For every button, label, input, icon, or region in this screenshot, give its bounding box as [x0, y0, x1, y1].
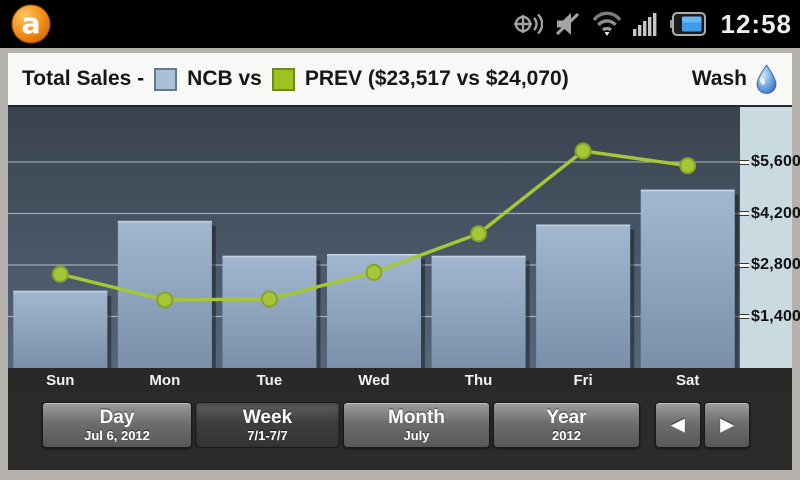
chart-plot: [8, 107, 740, 368]
right-arrow-icon: ▶: [720, 415, 734, 434]
battery-icon: [669, 12, 706, 36]
year-button-label: Year: [546, 407, 587, 428]
previous-period-button[interactable]: ◀: [655, 402, 701, 448]
y-tick-mark: [740, 262, 749, 268]
period-toolbar: Day Jul 6, 2012 Week 7/1-7/7 Month July …: [8, 395, 792, 470]
y-tick-mark: [740, 159, 749, 165]
service-label: Wash: [691, 67, 747, 90]
page-title: Total Sales -: [22, 67, 145, 90]
y-axis: $1,400 $2,800 $4,200 $5,600: [740, 107, 800, 368]
svg-text:a: a: [21, 7, 40, 41]
app-frame: Total Sales - NCB vs PREV ($23,517 vs $2…: [0, 48, 800, 480]
year-button-sublabel: 2012: [552, 428, 581, 443]
left-arrow-icon: ◀: [671, 415, 685, 434]
y-tick-mark: [740, 314, 749, 319]
month-button-label: Month: [388, 407, 445, 428]
legend-label-prev: PREV ($23,517 vs $24,070): [304, 67, 569, 90]
status-bar: a: [0, 0, 800, 48]
clock: 12:58: [720, 8, 792, 39]
notification-app-icon: a: [11, 4, 51, 44]
y-tick-label: $2,800: [751, 256, 800, 273]
week-button-sublabel: 7/1-7/7: [247, 428, 288, 443]
next-period-button[interactable]: ▶: [704, 402, 750, 448]
chart-area: $1,400 $2,800 $4,200 $5,600: [8, 107, 800, 368]
service-indicator: Wash: [692, 64, 778, 94]
legend-label-ncb: NCB vs: [187, 67, 262, 90]
week-button-label: Week: [242, 407, 293, 428]
month-button-sublabel: July: [403, 428, 430, 443]
x-axis-label: Thu: [464, 372, 493, 389]
status-icons: 12:58: [513, 9, 793, 40]
month-button[interactable]: Month July: [343, 402, 490, 448]
x-axis-label: Sun: [46, 372, 75, 389]
x-axis: Sun Mon Tue Wed Thu Fri Sat: [8, 368, 792, 395]
wifi-icon: [592, 11, 621, 36]
y-tick-label: $1,400: [751, 307, 800, 325]
water-drop-icon: [756, 64, 777, 94]
y-tick-label: $4,200: [751, 204, 800, 222]
y-tick-mark: [740, 211, 749, 216]
bar-line-chart: [8, 107, 740, 368]
x-axis-label: Fri: [573, 372, 593, 389]
volume-muted-icon: [555, 12, 579, 36]
x-axis-label: Tue: [256, 372, 283, 389]
legend-swatch-ncb: [154, 67, 178, 91]
x-axis-label: Sat: [675, 372, 700, 389]
legend-swatch-prev: [271, 67, 295, 91]
signal-strength-icon: [632, 13, 656, 36]
day-button[interactable]: Day Jul 6, 2012: [42, 402, 192, 448]
chart-header: Total Sales - NCB vs PREV ($23,517 vs $2…: [8, 53, 792, 107]
y-tick-label: $5,600: [751, 153, 800, 170]
x-axis-label: Mon: [149, 372, 181, 389]
day-button-label: Day: [99, 407, 135, 428]
year-button[interactable]: Year 2012: [493, 402, 640, 448]
week-button[interactable]: Week 7/1-7/7: [195, 402, 340, 448]
gps-signal-icon: [513, 13, 543, 35]
x-axis-label: Wed: [358, 372, 390, 389]
day-button-sublabel: Jul 6, 2012: [84, 428, 150, 443]
